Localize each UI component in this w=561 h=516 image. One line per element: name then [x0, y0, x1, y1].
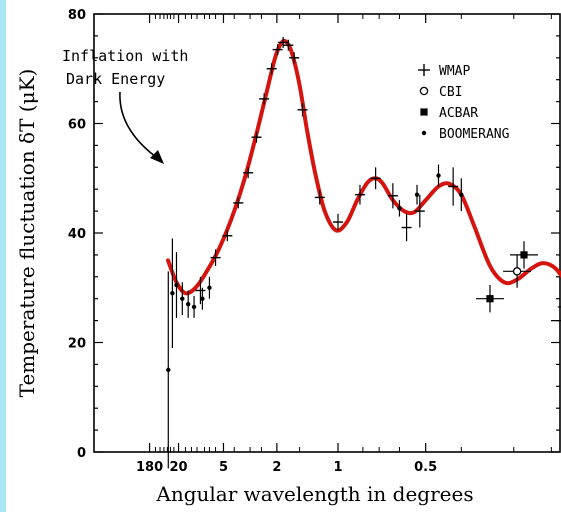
wmap-data-point [251, 131, 262, 143]
boomerang-data-point [191, 295, 197, 318]
y-axis-title: Temperature fluctuation δT (μK) [15, 69, 39, 398]
legend-item-acbar: ACBAR [420, 106, 478, 121]
y-tick-labels: 0 20 40 60 80 [68, 8, 86, 461]
wmap-data-point [448, 167, 459, 206]
boomerang-data-point [170, 238, 175, 348]
annotation: Inflation with Dark Energy [62, 47, 188, 164]
minor-ticks [94, 13, 560, 453]
wmap-data-point [289, 52, 300, 64]
x-tick-label: 2 [272, 460, 281, 475]
boomerang-data-point [436, 164, 441, 187]
wmap-data-point [314, 190, 325, 205]
wmap-data-point [414, 194, 425, 228]
wmap-data-point [401, 213, 412, 242]
legend-label: BOOMERANG [439, 127, 510, 142]
wmap-data-point [233, 197, 244, 209]
wmap-data-point [333, 213, 343, 231]
y-tick-label: 40 [68, 227, 86, 242]
x-tick-label: 0.5 [414, 460, 437, 475]
legend-label: ACBAR [439, 106, 478, 121]
annotation-line-1: Inflation with [62, 47, 188, 65]
boomerang-data-point [207, 276, 212, 299]
boomerang-data-point [185, 290, 191, 318]
y-tick-label: 0 [77, 446, 86, 461]
boomerang-data-point [459, 178, 464, 212]
data-points-layer [166, 36, 561, 469]
y-tick-label: 20 [68, 337, 86, 352]
wmap-data-point [278, 36, 289, 48]
wmap-data-point [354, 184, 365, 205]
wmap-data-point [222, 230, 233, 242]
cbi-data-point [503, 254, 532, 288]
x-axis-title: Angular wavelength in degrees [155, 482, 473, 506]
annotation-arrow [119, 91, 161, 161]
annotation-line-2: Dark Energy [66, 70, 165, 88]
boomerang-data-point [174, 252, 179, 318]
boomerang-data-point [166, 271, 171, 469]
legend-item-wmap: WMAP [418, 64, 470, 79]
wmap-data-point [210, 249, 221, 266]
x-tick-label: 5 [219, 460, 228, 475]
wmap-data-point [259, 93, 270, 105]
acbar-data-point [510, 241, 539, 269]
left-border [0, 0, 6, 512]
legend-label: WMAP [439, 64, 470, 79]
boomerang-data-point [414, 184, 420, 205]
wmap-data-point [283, 39, 294, 51]
acbar-data-point [550, 320, 561, 322]
legend-item-cbi: CBI [419, 85, 462, 100]
legend-label: CBI [439, 85, 462, 100]
y-tick-label: 80 [68, 8, 86, 23]
acbar-data-point [475, 285, 504, 313]
boomerang-data-point [200, 287, 205, 310]
wmap-data-point [387, 183, 398, 209]
annotation-arrowhead [150, 150, 164, 164]
wmap-data-point [266, 63, 277, 75]
wmap-data-point [272, 44, 283, 56]
boomerang-data-point [397, 200, 402, 217]
wmap-data-point [370, 167, 381, 190]
boomerang-data-point [180, 282, 185, 316]
x-tick-label: 1 [333, 460, 342, 475]
model-curve-layer [166, 38, 561, 296]
x-tick-label: 180 [136, 460, 163, 475]
wmap-data-point [297, 103, 308, 117]
model-curve [166, 38, 561, 296]
legend-item-boomerang: BOOMERANG [421, 127, 510, 142]
legend: WMAP CBI ACBAR BOOMERANG [418, 64, 510, 142]
y-tick-label: 60 [68, 118, 86, 133]
wmap-data-point [243, 167, 254, 179]
x-tick-label: 20 [169, 460, 187, 475]
